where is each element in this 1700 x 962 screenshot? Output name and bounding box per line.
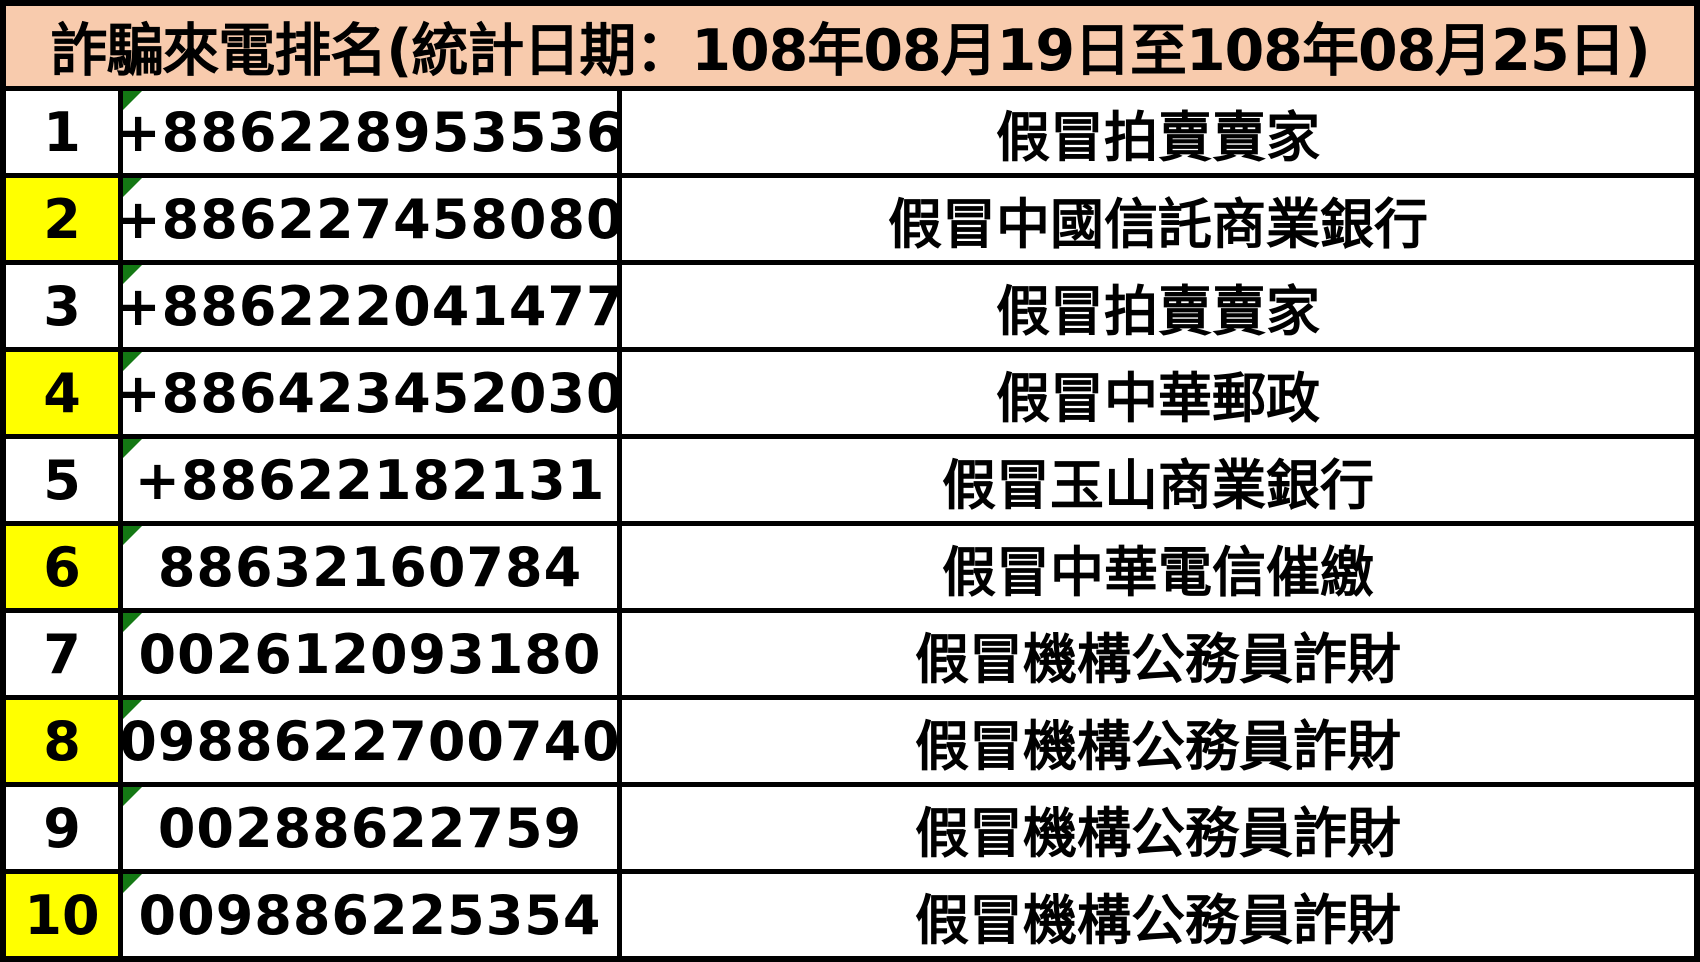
error-flag-icon	[123, 265, 142, 284]
error-flag-icon	[123, 700, 142, 719]
table-row: 9 00288622759 假冒機構公務員詐財	[6, 787, 1694, 869]
phone-number-cell: 00288622759	[123, 787, 617, 869]
scam-type-cell: 假冒中國信託商業銀行	[622, 178, 1694, 260]
phone-number-cell: 009886227007404	[123, 700, 617, 782]
phone-number-cell: +886423452030	[123, 352, 617, 434]
table-row: 6 88632160784 假冒中華電信催繳	[6, 526, 1694, 608]
error-flag-icon	[123, 787, 142, 806]
error-flag-icon	[123, 91, 142, 110]
table-title-row: 詐騙來電排名(統計日期：108年08月19日至108年08月25日)	[6, 6, 1694, 86]
table-row: 3 +886222041477 假冒拍賣賣家	[6, 265, 1694, 347]
phone-number-cell: +886228953536	[123, 91, 617, 173]
rank-cell: 3	[6, 265, 118, 347]
phone-number-text: 009886227007404	[123, 709, 617, 773]
table-row: 7 002612093180 假冒機構公務員詐財	[6, 613, 1694, 695]
rank-cell: 2	[6, 178, 118, 260]
phone-number-cell: +88622182131	[123, 439, 617, 521]
rank-cell: 4	[6, 352, 118, 434]
scam-type-cell: 假冒機構公務員詐財	[622, 787, 1694, 869]
rank-cell: 8	[6, 700, 118, 782]
error-flag-icon	[123, 613, 142, 632]
error-flag-icon	[123, 178, 142, 197]
rank-cell: 6	[6, 526, 118, 608]
phone-number-text: 002612093180	[138, 622, 602, 686]
error-flag-icon	[123, 439, 142, 458]
phone-number-text: +886423452030	[123, 361, 617, 425]
table-row: 5 +88622182131 假冒玉山商業銀行	[6, 439, 1694, 521]
phone-number-text: 88632160784	[157, 535, 583, 599]
table-row: 8 009886227007404 假冒機構公務員詐財	[6, 700, 1694, 782]
phone-number-cell: +886222041477	[123, 265, 617, 347]
rank-cell: 1	[6, 91, 118, 173]
phone-number-text: +886227458080	[123, 187, 617, 251]
phone-number-text: 009886225354	[138, 883, 602, 947]
phone-number-text: +886222041477	[123, 274, 617, 338]
scam-type-cell: 假冒中華電信催繳	[622, 526, 1694, 608]
phone-number-text: +88622182131	[134, 448, 606, 512]
phone-number-text: +886228953536	[123, 100, 617, 164]
table-row: 10 009886225354 假冒機構公務員詐財	[6, 874, 1694, 956]
page-title: 詐騙來電排名(統計日期：108年08月19日至108年08月25日)	[50, 18, 1650, 84]
phone-number-cell: +886227458080	[123, 178, 617, 260]
rank-cell: 9	[6, 787, 118, 869]
scam-type-cell: 假冒機構公務員詐財	[622, 613, 1694, 695]
scam-type-cell: 假冒機構公務員詐財	[622, 700, 1694, 782]
table-row: 4 +886423452030 假冒中華郵政	[6, 352, 1694, 434]
scam-type-cell: 假冒拍賣賣家	[622, 91, 1694, 173]
scam-type-cell: 假冒拍賣賣家	[622, 265, 1694, 347]
error-flag-icon	[123, 352, 142, 371]
rank-cell: 5	[6, 439, 118, 521]
phone-number-cell: 002612093180	[123, 613, 617, 695]
rank-cell: 7	[6, 613, 118, 695]
phone-number-text: 00288622759	[157, 796, 583, 860]
error-flag-icon	[123, 874, 142, 893]
scam-type-cell: 假冒中華郵政	[622, 352, 1694, 434]
rank-cell: 10	[6, 874, 118, 956]
table-row: 2 +886227458080 假冒中國信託商業銀行	[6, 178, 1694, 260]
table-row: 1 +886228953536 假冒拍賣賣家	[6, 91, 1694, 173]
error-flag-icon	[123, 526, 142, 545]
phone-number-cell: 88632160784	[123, 526, 617, 608]
scam-type-cell: 假冒玉山商業銀行	[622, 439, 1694, 521]
phone-number-cell: 009886225354	[123, 874, 617, 956]
scam-type-cell: 假冒機構公務員詐財	[622, 874, 1694, 956]
